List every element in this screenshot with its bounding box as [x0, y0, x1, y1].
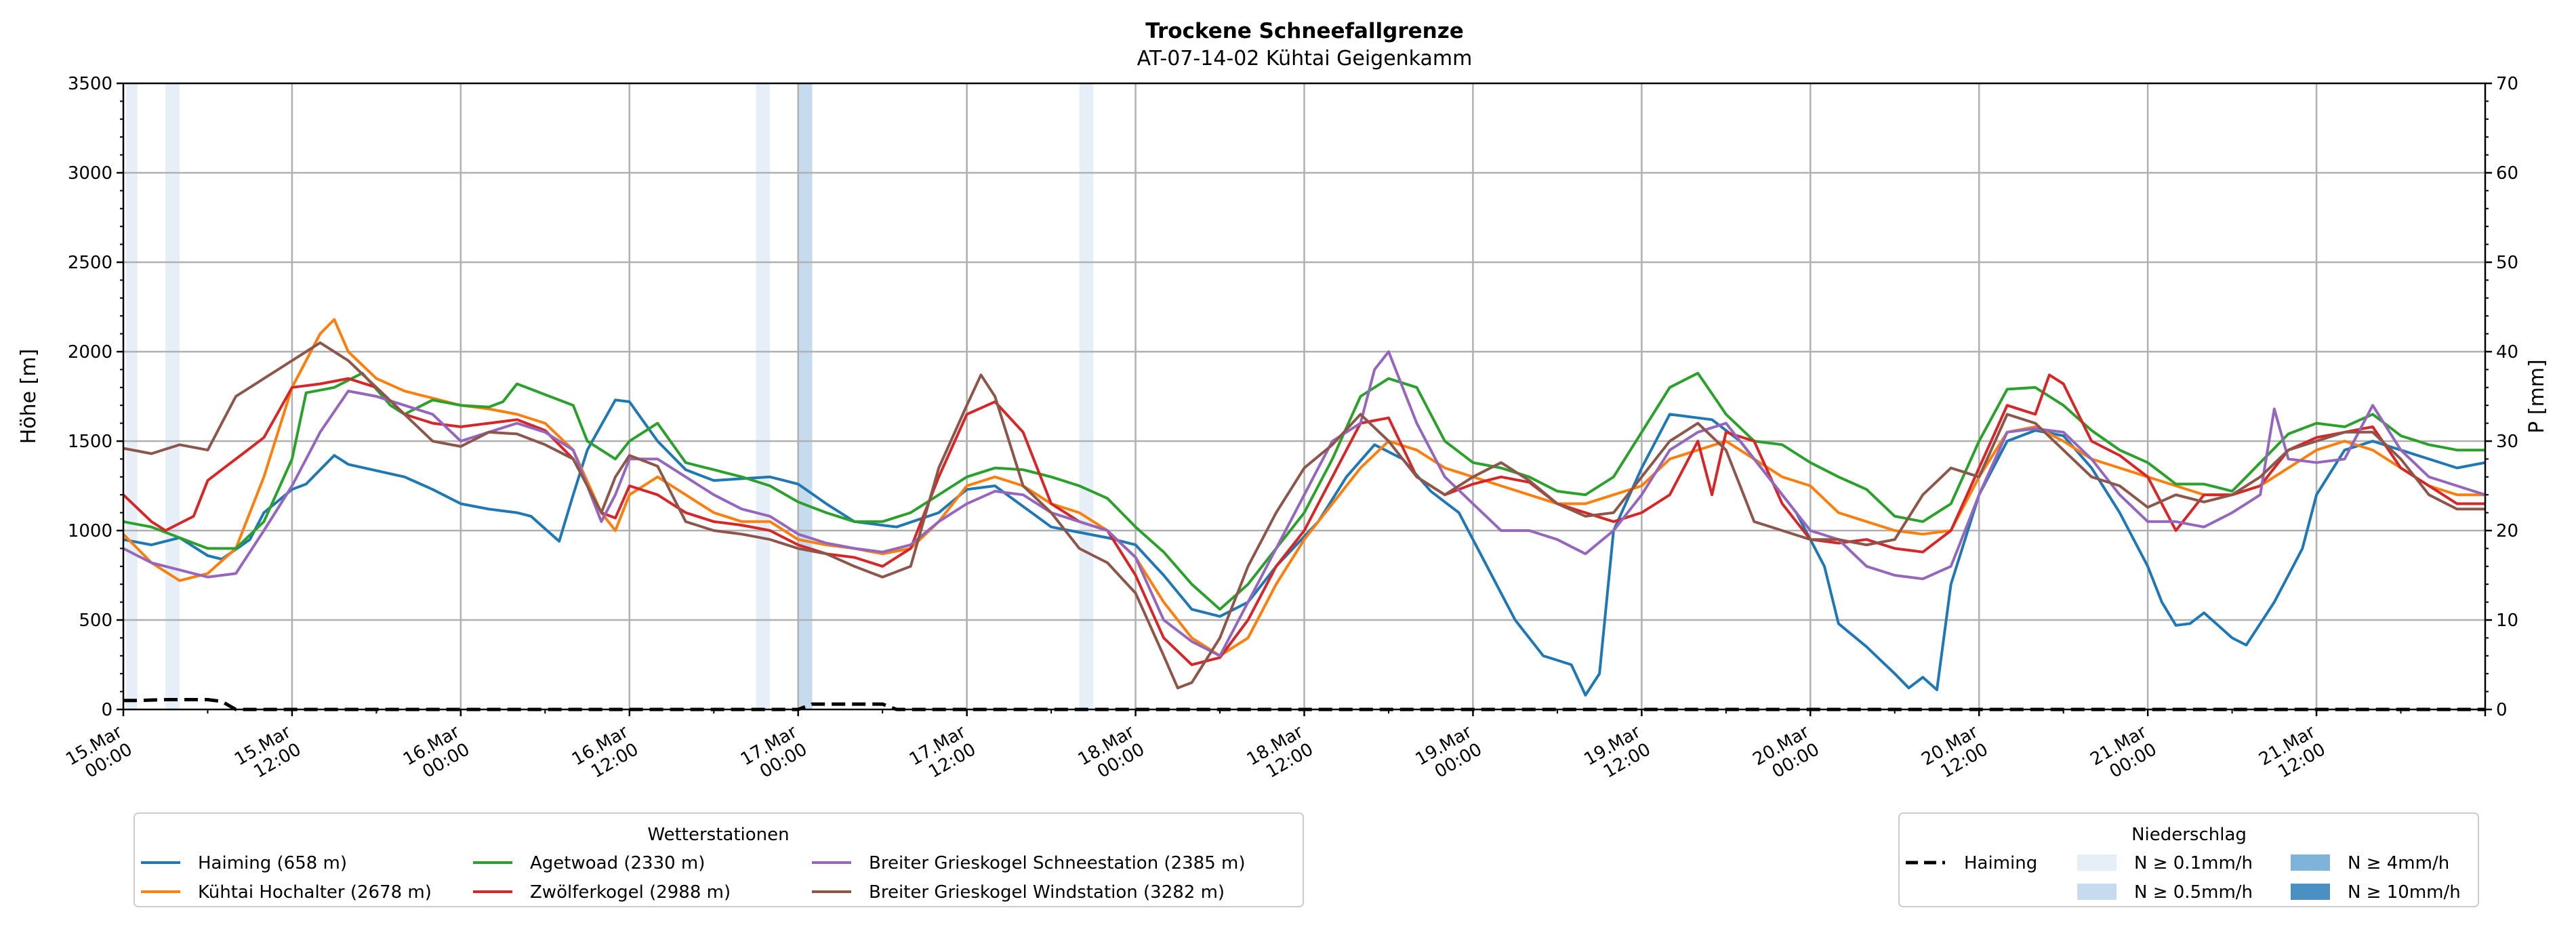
axes: [117, 82, 2492, 716]
precipitation-legend-frame: [1898, 812, 2479, 907]
series-line-3: [122, 373, 2485, 666]
precip-class-swatch: [2291, 854, 2330, 871]
ytick-label-3000: 3000: [68, 163, 113, 184]
ytick-label-1000: 1000: [68, 521, 113, 541]
precipitation-legend-title: Niederschlag: [2131, 825, 2247, 845]
y2tick-label-0: 0: [2496, 700, 2508, 720]
precip-band-2: [756, 83, 771, 709]
series-line-5: [123, 341, 2485, 690]
precip-class-label: N ≥ 0.5mm/h: [2134, 882, 2253, 903]
y2tick-label-10: 10: [2496, 611, 2518, 631]
precip-class-label: N ≥ 0.1mm/h: [2134, 853, 2253, 873]
y2tick-label-60: 60: [2496, 163, 2518, 184]
precip-class-label: N ≥ 4mm/h: [2348, 853, 2449, 873]
y2tick-label-30: 30: [2496, 432, 2518, 452]
y-axis-label: Höhe [m]: [17, 349, 41, 445]
station-legend-label: Breiter Grieskogel Schneestation (2385 m…: [869, 853, 1245, 873]
precip-class-label: N ≥ 10mm/h: [2348, 882, 2461, 903]
series-line-2: [123, 371, 2485, 611]
series-line-4: [123, 350, 2486, 657]
precip-band-1: [165, 83, 180, 709]
station-legend-label: Zwölferkogel (2988 m): [530, 882, 731, 903]
precip-class-swatch: [2077, 884, 2117, 900]
ytick-label-2000: 2000: [68, 342, 113, 363]
series-line-0: [123, 398, 2486, 697]
station-legend-label: Haiming (658 m): [198, 853, 347, 873]
precipitation-bands: [126, 83, 1094, 709]
stations-legend-title: Wetterstationen: [647, 825, 789, 845]
chart-title: Trockene Schneefallgrenze: [1145, 19, 1464, 43]
y2tick-label-40: 40: [2496, 342, 2518, 363]
y2tick-label-20: 20: [2496, 521, 2518, 541]
ytick-label-1500: 1500: [68, 432, 113, 452]
precip-band-0: [126, 83, 138, 709]
precip-band-3: [798, 83, 813, 709]
ytick-label-2500: 2500: [68, 253, 113, 273]
precip-legend-line-label: Haiming: [1964, 853, 2037, 873]
station-legend-label: Agetwoad (2330 m): [530, 853, 705, 873]
chart-subtitle: AT-07-14-02 Kühtai Geigenkamm: [1137, 47, 1473, 70]
station-legend-label: Breiter Grieskogel Windstation (3282 m): [869, 882, 1225, 903]
station-legend-label: Kühtai Hochalter (2678 m): [198, 882, 432, 903]
ytick-label-3500: 3500: [68, 74, 113, 94]
y2tick-label-50: 50: [2496, 253, 2518, 273]
stations-legend: Wetterstationen Haiming (658 m) Kühtai Ho…: [134, 812, 1304, 907]
ytick-label-0: 0: [101, 700, 113, 720]
ytick-label-500: 500: [79, 611, 113, 631]
precip-class-swatch: [2077, 854, 2117, 871]
stations-legend-frame: [134, 812, 1304, 907]
y2tick-label-70: 70: [2496, 74, 2518, 94]
precipitation-legend: Niederschlag Haiming N ≥ 0.1mm/h N ≥ 0.5m…: [1898, 812, 2479, 907]
y2-axis-label: P [mm]: [2525, 359, 2549, 433]
precip-class-swatch: [2291, 884, 2330, 900]
precip-band-4: [1079, 83, 1094, 709]
